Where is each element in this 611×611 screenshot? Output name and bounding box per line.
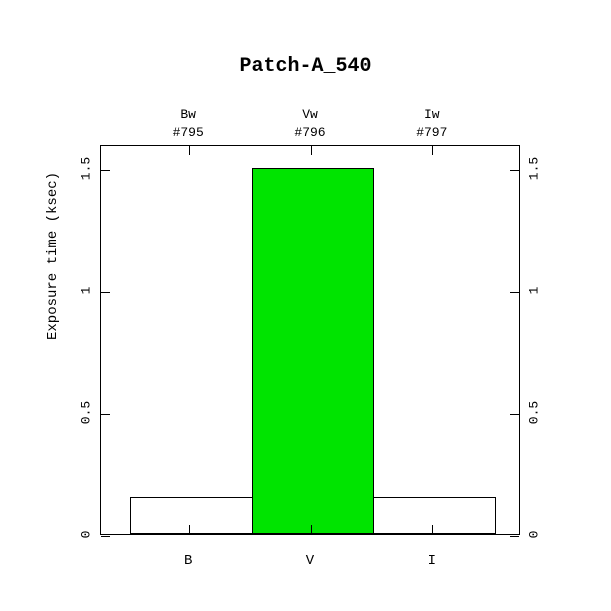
x-tick-bottom: [432, 525, 433, 534]
x-tick-top: [189, 146, 190, 155]
plot-frame: [100, 145, 520, 535]
y-tick-right: [510, 170, 519, 171]
x-tick-top: [311, 146, 312, 155]
x-tick-top: [432, 146, 433, 155]
x-tick-label-bottom: B: [168, 553, 208, 569]
y-tick-label-left: 1.5: [79, 149, 94, 189]
y-tick-left: [101, 414, 110, 415]
y-tick-right: [510, 414, 519, 415]
x-tick-label-top-name: Iw: [402, 107, 462, 122]
y-tick-label-left: 0: [79, 515, 94, 555]
x-tick-label-top-name: Vw: [280, 107, 340, 122]
y-tick-label-left: 0.5: [79, 393, 94, 433]
y-tick-right: [510, 536, 519, 537]
x-tick-label-bottom: I: [412, 553, 452, 569]
y-tick-left: [101, 536, 110, 537]
chart-container: Patch-A_540 Exposure time (ksec) 0 0 0.5 0.…: [0, 0, 611, 611]
bar-v: [252, 168, 374, 534]
x-tick-label-top-id: #797: [402, 125, 462, 140]
x-tick-label-top-name: Bw: [158, 107, 218, 122]
x-tick-label-top-id: #796: [280, 125, 340, 140]
x-tick-bottom: [189, 525, 190, 534]
y-axis-label: Exposure time (ksec): [45, 172, 61, 340]
y-tick-left: [101, 170, 110, 171]
y-tick-label-right: 1.5: [527, 149, 542, 189]
x-tick-bottom: [311, 525, 312, 534]
y-tick-right: [510, 292, 519, 293]
y-tick-label-right: 0: [527, 515, 542, 555]
x-tick-label-bottom: V: [290, 553, 330, 569]
chart-title: Patch-A_540: [0, 55, 611, 78]
x-tick-label-top-id: #795: [158, 125, 218, 140]
y-tick-label-right: 1: [527, 271, 542, 311]
y-tick-label-right: 0.5: [527, 393, 542, 433]
y-tick-label-left: 1: [79, 271, 94, 311]
y-tick-left: [101, 292, 110, 293]
